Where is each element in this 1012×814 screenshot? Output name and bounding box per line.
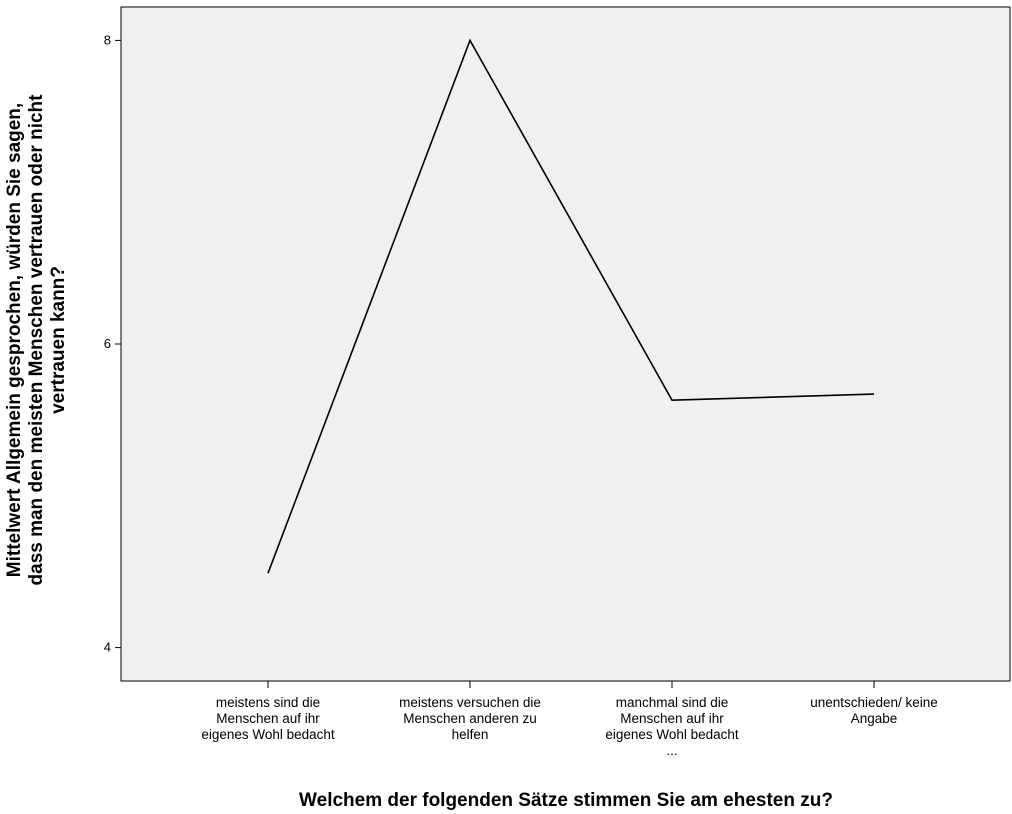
series-polyline xyxy=(267,38,875,574)
y-axis: 4 6 8 xyxy=(104,32,121,655)
x-tick-label: meistens versuchen die Menschen anderen z… xyxy=(399,695,541,742)
y-tick-label: 8 xyxy=(104,32,111,47)
x-axis: meistens sind die Menschen auf ihr eigenes… xyxy=(201,681,938,758)
x-tick-label: meistens sind die Menschen auf ihr eigenes… xyxy=(201,695,335,742)
y-axis-title: Mittelwert Allgemein gesprochen, würden … xyxy=(4,94,69,586)
y-axis-title-text: Mittelwert Allgemein gesprochen, würden … xyxy=(4,94,69,586)
x-tick-label: manchmal sind die Menschen auf ihr eigenes… xyxy=(605,695,739,758)
plot-area xyxy=(120,6,1011,682)
x-axis-title: Welchem der folgenden Sätze stimmen Sie … xyxy=(299,790,833,811)
y-tick-label: 6 xyxy=(104,336,111,351)
series-line xyxy=(267,38,875,574)
x-tick-label: unentschieden/ keine Angabe xyxy=(810,695,938,726)
y-tick-label: 4 xyxy=(104,640,111,655)
